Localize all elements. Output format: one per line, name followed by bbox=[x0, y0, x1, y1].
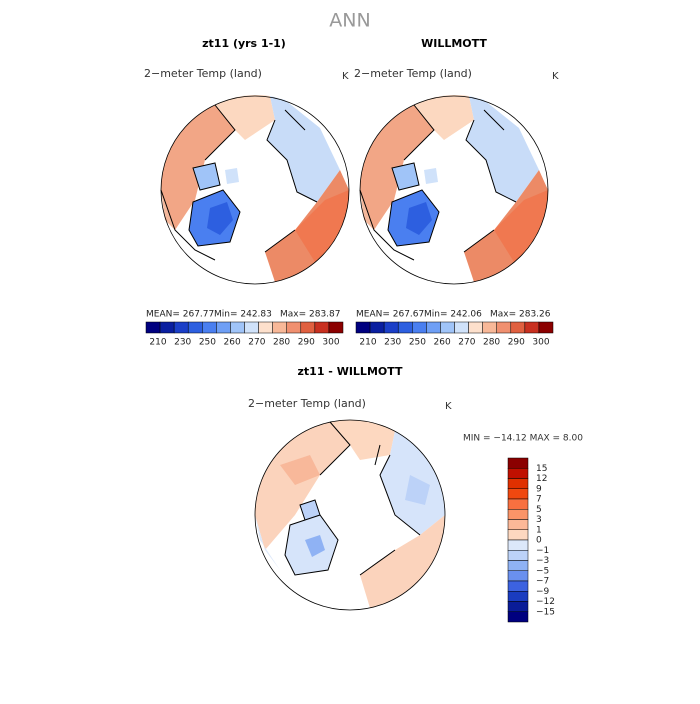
colorbar-box bbox=[507, 601, 529, 612]
colorbar-box bbox=[173, 321, 189, 334]
map bbox=[254, 419, 446, 611]
colorbar-box bbox=[510, 321, 526, 334]
colorbar-box bbox=[507, 611, 529, 623]
stats: Min= 242.06 bbox=[424, 310, 482, 320]
colorbar-box bbox=[482, 321, 497, 334]
field-label: 2−meter Temp (land) bbox=[354, 67, 472, 80]
colorbar-box bbox=[202, 321, 217, 334]
colorbar-box bbox=[216, 321, 231, 334]
colorbar-label: −5 bbox=[536, 566, 549, 576]
colorbar-box bbox=[244, 321, 259, 334]
colorbar-label: 280 bbox=[483, 338, 500, 348]
colorbar-label: 3 bbox=[536, 515, 542, 525]
colorbar-label: 230 bbox=[174, 338, 191, 348]
colorbar-box bbox=[507, 550, 529, 561]
colorbar-box bbox=[328, 321, 344, 334]
stats: Min= 242.83 bbox=[214, 310, 272, 320]
units-label: K bbox=[552, 71, 559, 82]
colorbar-box bbox=[507, 529, 529, 541]
colorbar-box bbox=[507, 580, 529, 592]
colorbar-box bbox=[383, 321, 399, 334]
stats: MEAN= 267.67 bbox=[356, 310, 424, 320]
colorbar-label: −12 bbox=[536, 597, 555, 607]
panel-title: WILLMOTT bbox=[421, 37, 487, 50]
colorbar-label: −1 bbox=[536, 546, 549, 556]
colorbar-box bbox=[426, 321, 441, 334]
map bbox=[160, 94, 350, 285]
colorbar-label: 270 bbox=[458, 338, 475, 348]
colorbar-box bbox=[314, 321, 330, 334]
stats: MIN = −14.12 MAX = 8.00 bbox=[463, 434, 583, 444]
colorbar-label: −7 bbox=[536, 577, 549, 587]
colorbar-box bbox=[507, 519, 529, 530]
colorbar-label: 300 bbox=[322, 338, 339, 348]
colorbar-box bbox=[300, 321, 316, 334]
field-label: 2−meter Temp (land) bbox=[248, 397, 366, 410]
colorbar-label: 250 bbox=[199, 338, 216, 348]
colorbar-box bbox=[538, 321, 554, 334]
colorbar-box bbox=[496, 321, 512, 334]
colorbar-box bbox=[230, 321, 245, 334]
stats: MEAN= 267.77 bbox=[146, 310, 214, 320]
colorbar-box bbox=[507, 468, 529, 479]
stats: Max= 283.87 bbox=[280, 310, 341, 320]
units-label: K bbox=[445, 401, 452, 412]
colorbar-label: 0 bbox=[536, 536, 542, 546]
colorbar-label: 270 bbox=[248, 338, 265, 348]
colorbar-label: 210 bbox=[359, 338, 376, 348]
colorbar-box bbox=[507, 498, 529, 510]
colorbar-box bbox=[507, 560, 529, 571]
colorbar-label: 7 bbox=[536, 495, 542, 505]
figure-title: ANN bbox=[329, 10, 370, 32]
colorbar-label: 260 bbox=[224, 338, 241, 348]
colorbar-label: 300 bbox=[532, 338, 549, 348]
colorbar-box bbox=[524, 321, 540, 334]
field-label: 2−meter Temp (land) bbox=[144, 67, 262, 80]
colorbar-box bbox=[454, 321, 469, 334]
colorbar-label: 5 bbox=[536, 505, 542, 515]
colorbar-box bbox=[355, 321, 371, 334]
colorbar-box bbox=[507, 539, 529, 551]
colorbar-label: 280 bbox=[273, 338, 290, 348]
colorbar-box bbox=[507, 570, 529, 582]
colorbar-box bbox=[258, 321, 273, 334]
colorbar-box bbox=[272, 321, 287, 334]
colorbar-label: 15 bbox=[536, 464, 547, 474]
colorbar-label: −3 bbox=[536, 556, 549, 566]
colorbar-label: 210 bbox=[149, 338, 166, 348]
colorbar-box bbox=[145, 321, 161, 334]
map bbox=[359, 94, 549, 285]
colorbar-box bbox=[286, 321, 302, 334]
colorbar-label: 9 bbox=[536, 484, 542, 494]
colorbar-label: 290 bbox=[508, 338, 525, 348]
colorbar-box bbox=[507, 509, 529, 520]
stats: Max= 283.26 bbox=[490, 310, 551, 320]
colorbar-label: 12 bbox=[536, 474, 547, 484]
colorbar-box bbox=[397, 321, 413, 334]
colorbar-box bbox=[187, 321, 203, 334]
colorbar-label: −15 bbox=[536, 607, 555, 617]
colorbar-box bbox=[369, 321, 385, 334]
colorbar-label: −9 bbox=[536, 587, 550, 597]
colorbar-box bbox=[440, 321, 455, 334]
units-label: K bbox=[342, 71, 349, 82]
colorbar-box bbox=[159, 321, 175, 334]
panel-title: zt11 - WILLMOTT bbox=[298, 365, 403, 378]
colorbar-label: 230 bbox=[384, 338, 401, 348]
colorbar-box bbox=[507, 457, 529, 469]
colorbar-label: 290 bbox=[298, 338, 315, 348]
colorbar-box bbox=[468, 321, 483, 334]
colorbar-box bbox=[412, 321, 427, 334]
colorbar-label: 260 bbox=[434, 338, 451, 348]
colorbar-label: 250 bbox=[409, 338, 426, 348]
colorbar-box bbox=[507, 478, 529, 489]
panel-title: zt11 (yrs 1-1) bbox=[202, 37, 286, 50]
colorbar-box bbox=[507, 488, 529, 500]
colorbar-label: 1 bbox=[536, 525, 542, 535]
colorbar-box bbox=[507, 591, 529, 602]
